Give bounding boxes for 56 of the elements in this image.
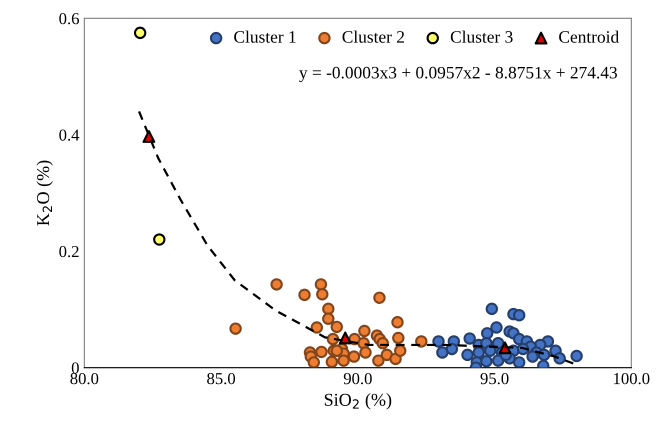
legend-label: Cluster 2 — [342, 30, 404, 43]
point — [358, 324, 371, 338]
point — [322, 302, 334, 316]
point — [298, 288, 311, 302]
x-tick-label: 100.0 — [614, 372, 650, 384]
point — [314, 278, 328, 291]
point — [492, 354, 504, 367]
y-tick-label: 0.2 — [59, 246, 79, 258]
point — [337, 354, 350, 367]
x-tick-label: 80.0 — [70, 372, 98, 384]
x-tick-label: 90.0 — [344, 372, 372, 384]
point — [229, 322, 242, 335]
point — [570, 350, 583, 362]
point — [153, 233, 166, 246]
point — [338, 332, 352, 344]
point — [463, 332, 476, 345]
point — [348, 350, 360, 363]
point — [310, 321, 324, 334]
point — [316, 288, 328, 300]
y-tick-label: 0 — [72, 362, 79, 374]
legend-label: Cluster 3 — [450, 30, 513, 43]
point — [322, 312, 334, 325]
annotation: y = -0.0003x3 + 0.0957x2 - 8.8751x + 274.43 — [299, 66, 617, 82]
point — [391, 316, 404, 328]
point — [326, 356, 338, 368]
x-tick-label: 85.0 — [207, 372, 236, 384]
y-tick-label: 0.6 — [59, 13, 79, 24]
x-axis-title: SiO$_{2}$ (%) — [324, 393, 392, 410]
point — [359, 346, 372, 359]
point — [372, 354, 385, 367]
point — [330, 320, 343, 334]
point — [432, 335, 445, 348]
point — [486, 302, 498, 316]
point — [513, 309, 526, 322]
point — [513, 356, 526, 368]
point — [415, 335, 428, 348]
point — [461, 348, 474, 362]
point — [308, 356, 320, 368]
y-axis-title: K$_{2}$O (%) — [36, 160, 53, 226]
point — [526, 350, 539, 363]
legend-label: Cluster 1 — [234, 30, 296, 43]
point — [480, 355, 493, 368]
point — [315, 346, 328, 358]
point — [330, 344, 343, 357]
point — [436, 346, 449, 359]
point — [380, 348, 394, 362]
point — [481, 327, 494, 340]
point — [490, 321, 503, 334]
y-tick-label: 0.4 — [59, 129, 80, 141]
point — [373, 292, 386, 304]
point — [270, 278, 283, 291]
point — [134, 26, 146, 40]
legend-label: Centroid — [559, 30, 619, 43]
point — [392, 332, 405, 344]
point — [394, 344, 406, 357]
x-tick-label: 95.0 — [480, 372, 509, 384]
